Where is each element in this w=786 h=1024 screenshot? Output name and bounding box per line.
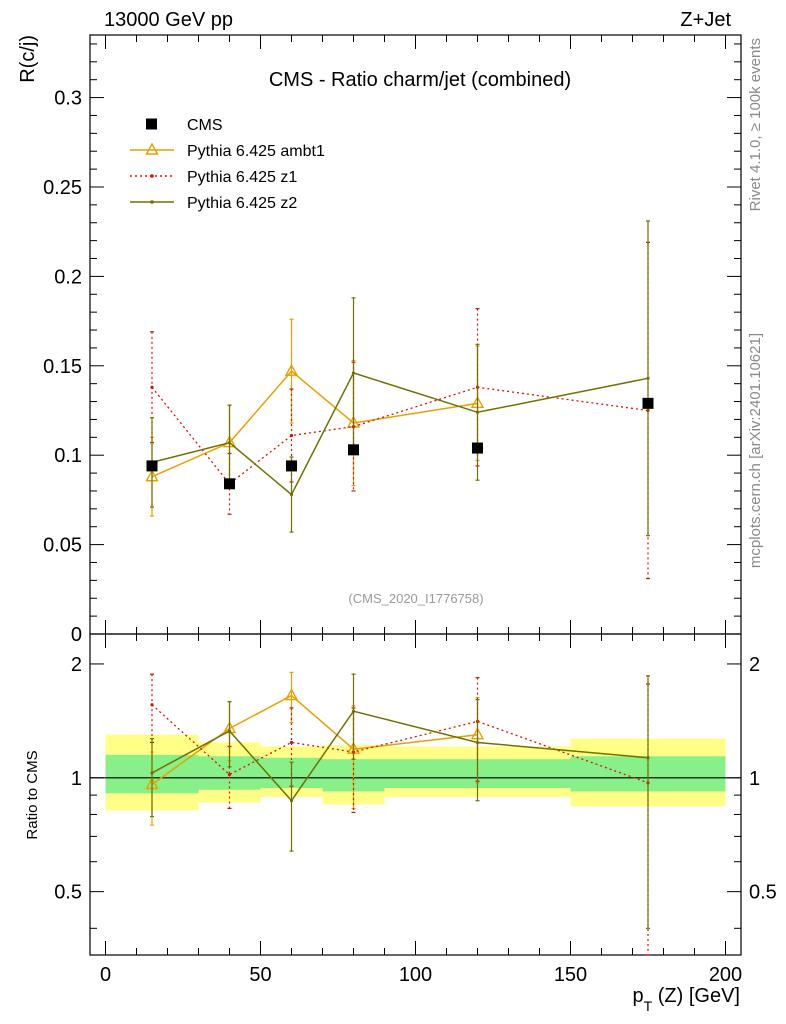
legend-marker-z2 xyxy=(150,200,154,204)
marker-z2 xyxy=(646,376,650,380)
x-axis-label-rest: (Z) [GeV] xyxy=(652,985,740,1007)
data-point-cms xyxy=(642,397,654,409)
x-tick-label: 100 xyxy=(399,964,432,986)
marker-z2 xyxy=(646,756,650,760)
header-left: 13000 GeV pp xyxy=(104,9,233,31)
y-axis-label: R(c/j) xyxy=(17,35,39,83)
series-line-z2-ratio xyxy=(151,710,649,802)
marker-z2 xyxy=(351,709,356,713)
marker-z2 xyxy=(227,729,232,733)
x-tick-label: 50 xyxy=(249,964,271,986)
marker-z1 xyxy=(150,703,154,707)
data-point-cms xyxy=(472,442,483,454)
ratio-tick-label: 1 xyxy=(749,768,760,790)
y-tick-label: 0 xyxy=(71,624,82,646)
marker-z2 xyxy=(475,740,480,745)
ratio-tick-label: 2 xyxy=(749,654,760,676)
marker-z1 xyxy=(150,385,154,389)
x-axis-label-sub: T xyxy=(644,998,653,1014)
legend-label-data: CMS xyxy=(187,117,223,134)
ratio-tick-label: 0.5 xyxy=(749,882,777,904)
data-point-cms xyxy=(286,460,297,472)
data-point-cms xyxy=(146,460,158,472)
marker-z1 xyxy=(227,772,232,777)
marker-z2 xyxy=(475,410,480,414)
marker-z2 xyxy=(351,371,356,375)
y-tick-label: 0.1 xyxy=(54,445,82,467)
legend-marker-z1 xyxy=(150,174,154,178)
header-right: Z+Jet xyxy=(680,9,731,31)
series-line-z1-main xyxy=(151,386,649,485)
analysis-watermark: (CMS_2020_I1776758) xyxy=(348,591,483,606)
ratio-y-axis-label: Ratio to CMS xyxy=(24,750,41,839)
series-line-z2-main xyxy=(151,372,649,496)
legend-label-z2: Pythia 6.425 z2 xyxy=(187,195,297,212)
marker-z1 xyxy=(289,433,294,438)
chart-title: CMS - Ratio charm/jet (combined) xyxy=(269,69,571,91)
y-tick-label: 0.3 xyxy=(54,88,82,110)
y-tick-label: 0.25 xyxy=(43,177,82,199)
x-tick-label: 150 xyxy=(554,964,587,986)
marker-z1 xyxy=(289,740,294,745)
side-label-mcplots: mcplots.cern.ch [arXiv:2401.10621] xyxy=(747,333,764,568)
series-line-ambt1-main xyxy=(151,370,478,478)
series-line-z1-ratio xyxy=(151,704,649,784)
x-tick-label: 200 xyxy=(709,964,742,986)
y-tick-label: 0.05 xyxy=(43,535,82,557)
marker-z2 xyxy=(289,492,294,497)
legend-label-z1: Pythia 6.425 z1 xyxy=(187,169,297,186)
marker-z2 xyxy=(227,441,232,445)
side-label-rivet: Rivet 4.1.0, ≥ 100k events xyxy=(747,38,764,211)
marker-z2 xyxy=(150,771,154,775)
legend-marker-ambt1 xyxy=(145,142,159,155)
marker-ambt1 xyxy=(284,688,299,701)
marker-z2 xyxy=(289,799,294,803)
legend-marker-data xyxy=(146,118,157,130)
y-tick-label: 0.2 xyxy=(54,266,82,288)
ratio-tick-label: 1 xyxy=(71,768,82,790)
x-axis-label-main: p xyxy=(633,985,644,1007)
data-point-cms xyxy=(224,478,235,490)
ratio-tick-label: 0.5 xyxy=(54,882,82,904)
x-tick-label: 0 xyxy=(100,964,111,986)
marker-ambt1 xyxy=(284,363,299,376)
y-tick-label: 0.15 xyxy=(43,356,82,378)
x-axis-label: pT (Z) [GeV] xyxy=(633,985,740,1014)
ratio-tick-label: 2 xyxy=(71,654,82,676)
legend-label-ambt1: Pythia 6.425 ambt1 xyxy=(187,143,325,160)
data-point-cms xyxy=(348,444,359,456)
